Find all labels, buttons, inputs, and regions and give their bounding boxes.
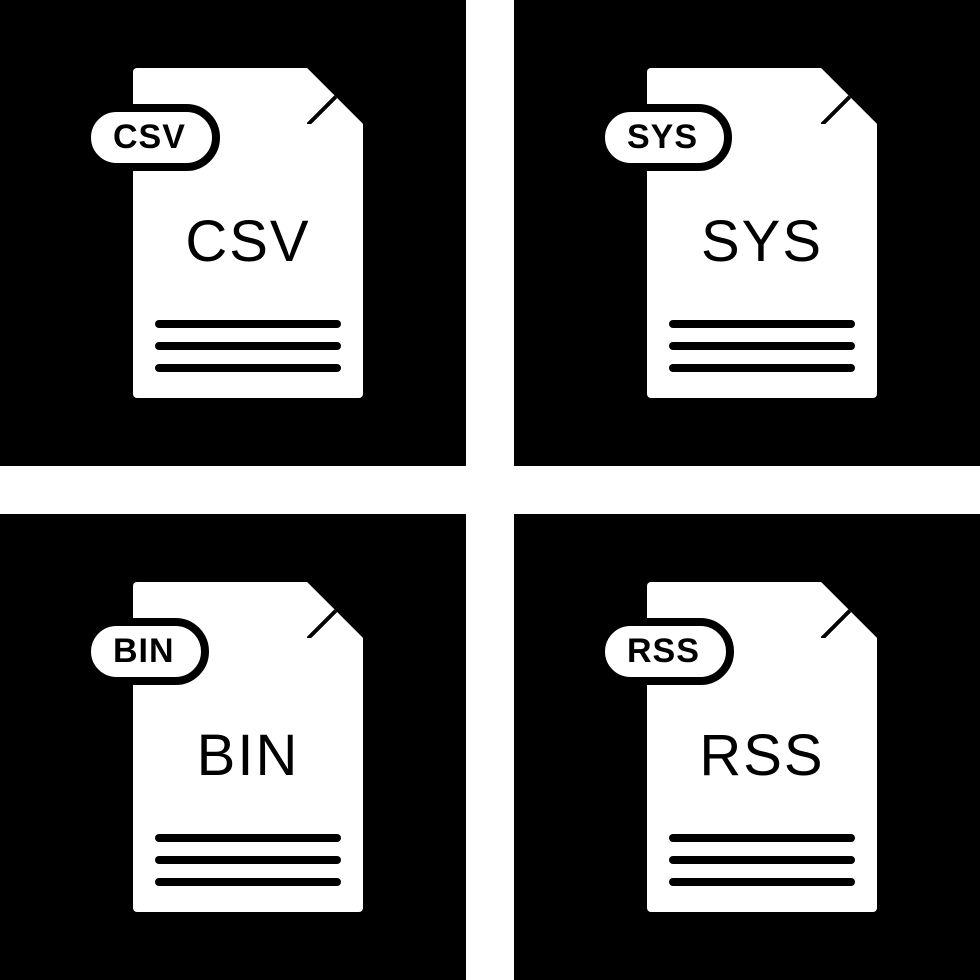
file-content-lines-icon	[155, 320, 341, 372]
page-fold-icon	[307, 582, 363, 638]
file-content-lines-icon	[669, 834, 855, 886]
file-csv-icon: CSV CSV	[103, 68, 363, 398]
page-fold-icon	[821, 582, 877, 638]
file-badge: BIN	[83, 618, 209, 685]
tile-bin: BIN BIN	[0, 514, 466, 980]
page-fold-icon	[307, 68, 363, 124]
tile-csv: CSV CSV	[0, 0, 466, 466]
file-type-label: SYS	[647, 208, 877, 275]
file-type-label: RSS	[647, 722, 877, 789]
page-fold-icon	[821, 68, 877, 124]
file-bin-icon: BIN BIN	[103, 582, 363, 912]
file-type-label: CSV	[133, 208, 363, 275]
file-badge: RSS	[597, 618, 734, 685]
tile-rss: RSS RSS	[514, 514, 980, 980]
file-content-lines-icon	[155, 834, 341, 886]
file-rss-icon: RSS RSS	[617, 582, 877, 912]
file-content-lines-icon	[669, 320, 855, 372]
file-type-label: BIN	[133, 722, 363, 789]
file-sys-icon: SYS SYS	[617, 68, 877, 398]
file-badge: CSV	[83, 104, 220, 171]
tile-sys: SYS SYS	[514, 0, 980, 466]
file-badge: SYS	[597, 104, 732, 171]
